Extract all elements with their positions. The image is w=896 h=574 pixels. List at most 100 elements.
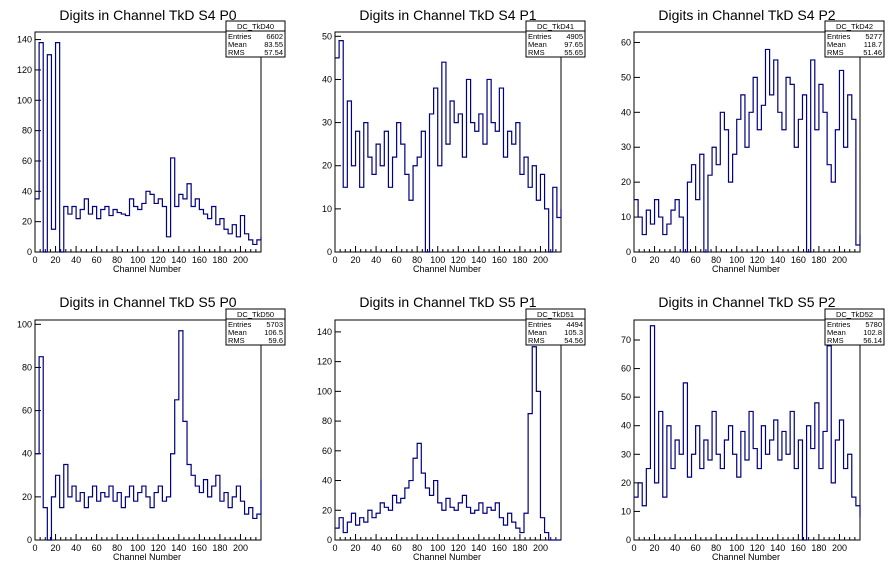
x-axis-label: Channel Number [413, 264, 481, 274]
x-tick-label: 160 [791, 543, 806, 553]
x-tick-label: 60 [691, 543, 701, 553]
stats-mean-value: 106.5 [264, 328, 283, 337]
plot-frame [633, 31, 861, 253]
stats-entries-label: Entries [827, 320, 851, 329]
stats-rms-value: 57.54 [264, 48, 283, 57]
x-tick-label: 0 [631, 543, 636, 553]
chart-title: Digits in Channel TkD S5 P1 [359, 294, 536, 310]
x-tick-label: 20 [351, 255, 361, 265]
x-tick-label: 80 [711, 255, 721, 265]
y-tick-label: 140 [317, 327, 332, 337]
y-tick-label: 60 [322, 446, 332, 456]
chart-panel-1: Digits in Channel TkD S4 P10 20 40 60 80 100 1… [322, 7, 586, 274]
x-tick-label: 40 [371, 255, 381, 265]
y-tick-label: 140 [17, 35, 32, 45]
x-tick-label: 160 [492, 255, 507, 265]
y-tick-label: 100 [17, 319, 32, 329]
x-tick-label: 0 [332, 255, 337, 265]
stats-name: DC_TkD40 [237, 22, 274, 31]
x-tick-label: 140 [770, 255, 785, 265]
stats-rms-value: 59.6 [268, 336, 283, 345]
stats-rms-label: RMS [827, 48, 844, 57]
y-tick-label: 10 [621, 212, 631, 222]
x-tick-label: 40 [670, 543, 680, 553]
x-tick-label: 160 [192, 543, 207, 553]
stats-mean-value: 105.3 [564, 328, 583, 337]
stats-entries-label: Entries [528, 320, 552, 329]
x-tick-label: 0 [32, 255, 37, 265]
y-tick-label: 0 [626, 247, 631, 257]
stats-mean-label: Mean [528, 40, 547, 49]
stats-rms-label: RMS [528, 48, 545, 57]
x-tick-label: 120 [151, 543, 166, 553]
x-tick-label: 200 [533, 255, 548, 265]
chart-title: Digits in Channel TkD S4 P0 [59, 7, 236, 23]
y-tick-label: 60 [621, 364, 631, 374]
stats-name: DC_TkD50 [237, 310, 274, 319]
stats-name: DC_TkD51 [537, 310, 574, 319]
x-tick-label: 180 [811, 255, 826, 265]
x-tick-label: 180 [212, 543, 227, 553]
x-tick-label: 200 [832, 255, 847, 265]
y-tick-label: 100 [17, 95, 32, 105]
x-tick-label: 180 [811, 543, 826, 553]
x-tick-label: 140 [770, 543, 785, 553]
stats-entries-value: 4494 [566, 320, 583, 329]
stats-mean-value: 118.7 [864, 40, 882, 49]
y-tick-label: 40 [621, 421, 631, 431]
x-tick-label: 0 [332, 543, 337, 553]
x-tick-label: 180 [512, 543, 527, 553]
series-line [335, 346, 561, 541]
series-line [335, 40, 562, 253]
stats-box-frame [824, 20, 885, 58]
x-tick-label: 200 [233, 255, 248, 265]
x-tick-label: 200 [533, 543, 548, 553]
y-tick-label: 10 [322, 204, 332, 214]
x-tick-label: 140 [471, 543, 486, 553]
x-tick-label: 100 [729, 543, 744, 553]
plot-frame [633, 319, 861, 541]
stats-mean-value: 102.8 [863, 328, 882, 337]
x-tick-label: 120 [451, 543, 466, 553]
y-tick-label: 40 [22, 186, 32, 196]
stats-entries-value: 5780 [865, 320, 882, 329]
y-tick-label: 80 [22, 362, 32, 372]
x-tick-label: 20 [51, 543, 61, 553]
stats-box-frame [525, 20, 586, 58]
stats-rms-value: 54.56 [564, 336, 583, 345]
plot-frame [334, 319, 562, 541]
stats-rms-label: RMS [528, 336, 545, 345]
x-tick-label: 180 [512, 255, 527, 265]
x-tick-label: 160 [192, 255, 207, 265]
y-tick-label: 50 [621, 72, 631, 82]
x-tick-label: 60 [392, 255, 402, 265]
x-tick-label: 100 [430, 543, 445, 553]
x-tick-label: 80 [112, 255, 122, 265]
stats-mean-label: Mean [827, 40, 846, 49]
y-tick-label: 120 [317, 357, 332, 367]
y-tick-label: 0 [27, 247, 32, 257]
series-line [35, 42, 262, 253]
y-tick-label: 10 [621, 506, 631, 516]
x-tick-label: 0 [32, 543, 37, 553]
chart-panel-0: Digits in Channel TkD S4 P0 0 20 40 60 80 100 1… [17, 7, 286, 274]
stats-box-frame [525, 308, 586, 346]
x-tick-label: 0 [631, 255, 636, 265]
chart-title: Digits in Channel TkD S4 P1 [359, 7, 536, 23]
y-tick-label: 20 [621, 177, 631, 187]
stats-name: DC_TkD41 [537, 22, 574, 31]
stats-name: DC_TkD52 [836, 310, 873, 319]
x-tick-label: 80 [412, 255, 422, 265]
series-line [634, 48, 861, 253]
y-tick-label: 80 [22, 126, 32, 136]
stats-entries-label: Entries [528, 32, 552, 41]
stats-entries-label: Entries [228, 320, 252, 329]
y-tick-label: 30 [621, 142, 631, 152]
stats-rms-value: 55.65 [564, 48, 583, 57]
